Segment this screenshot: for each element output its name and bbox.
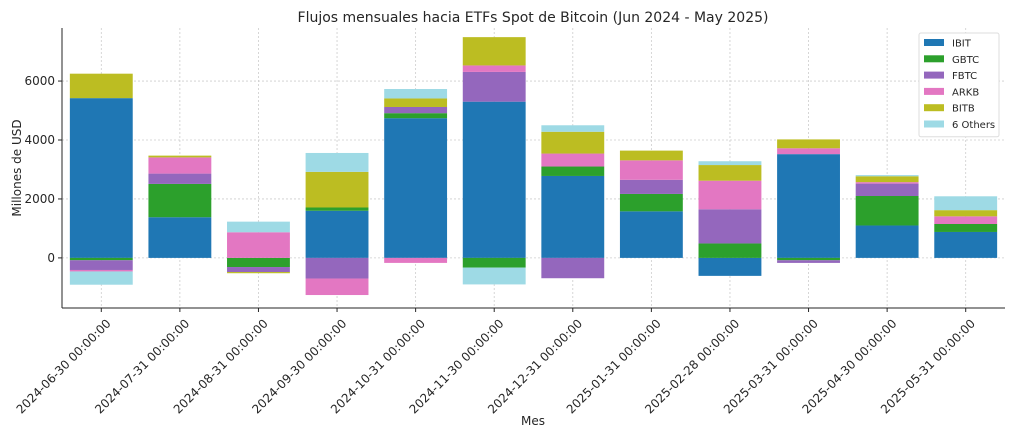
bar-segment (855, 225, 919, 258)
bar-segment (777, 260, 840, 263)
bar-segment (384, 257, 448, 263)
bar-segment (462, 267, 526, 285)
bar-segment (934, 210, 998, 217)
bar-segment (305, 257, 369, 279)
bar-segment (462, 257, 526, 268)
bar-segment (69, 257, 133, 261)
y-tick-label: 4000 (24, 133, 55, 147)
bar-segment (69, 98, 133, 258)
bar-segment (698, 180, 762, 210)
legend-swatch (924, 55, 944, 63)
bar-segment (462, 37, 526, 66)
legend-swatch (924, 120, 944, 128)
bar-segment (148, 183, 212, 218)
bar-segment (384, 98, 448, 107)
legend-label: IBIT (952, 39, 972, 50)
legend-swatch (924, 71, 944, 79)
bar-segment (541, 153, 605, 167)
legend-swatch (924, 39, 944, 46)
legend-swatch (924, 87, 944, 95)
y-tick-label: 2000 (24, 192, 55, 206)
bar-segment (855, 176, 919, 183)
bar-segment (619, 179, 683, 194)
bar-segment (148, 155, 212, 158)
axes (61, 28, 1005, 309)
bar-segment (148, 173, 212, 184)
bar-segment (934, 224, 998, 232)
bar-segment (619, 211, 683, 258)
bar-segment (698, 243, 762, 258)
bar-segment (384, 106, 448, 114)
bar-segment (934, 231, 998, 258)
bar-segment (934, 216, 998, 224)
bar-segment (541, 175, 605, 258)
bar-segment (541, 257, 605, 279)
legend-label: FBTC (952, 71, 977, 82)
chart-title: Flujos mensuales hacia ETFs Spot de Bitc… (298, 10, 769, 26)
bar-segment (148, 157, 212, 174)
bar-segment (305, 171, 369, 208)
bar-segment (462, 71, 526, 102)
bar-segment (777, 139, 840, 149)
legend-label: BITB (952, 104, 975, 115)
bar-segment (384, 89, 448, 99)
bar-segment (619, 193, 683, 212)
bar-segment (541, 125, 605, 132)
bar-segment (227, 221, 290, 233)
bar-segment (462, 101, 526, 258)
bar-segment (384, 113, 448, 119)
bar-segment (541, 166, 605, 176)
legend-swatch (924, 104, 944, 112)
bar-segment (69, 73, 133, 99)
bar-segment (698, 209, 762, 244)
legend-label: GBTC (952, 55, 979, 66)
bar-segment (777, 257, 840, 261)
bar-segment (227, 257, 290, 268)
x-axis-title: Mes (521, 414, 545, 428)
bar-segment (777, 148, 840, 155)
legend-label: 6 Others (952, 120, 995, 131)
legend-label: ARKB (952, 87, 979, 98)
bar-segment (855, 183, 919, 196)
bar-segment (305, 152, 369, 172)
bar-segment (462, 65, 526, 72)
legend: IBIT GBTC FBTC ARKB BITB 6 Others (918, 32, 1000, 138)
bar-segment (305, 207, 369, 211)
bar-segment (698, 165, 762, 181)
bar-segment (855, 182, 919, 184)
bar-segment (69, 271, 133, 285)
bar-segment (305, 210, 369, 258)
y-tick-labels: 0 2000 4000 6000 (24, 74, 62, 265)
bar-segment (777, 154, 840, 258)
bar-segment (148, 217, 212, 258)
bar-segment (69, 260, 133, 270)
bar-segment (305, 278, 369, 296)
y-tick-label: 6000 (24, 74, 55, 88)
bar-segment (69, 269, 133, 272)
bar-segment (384, 118, 448, 258)
bar-segment (855, 196, 919, 226)
y-axis-title: Millones de USD (10, 119, 24, 216)
bar-segment (619, 150, 683, 161)
bar-segment (855, 175, 919, 177)
y-tick-label: 0 (47, 251, 55, 265)
bar-segment (227, 232, 290, 258)
bar-segment (541, 131, 605, 154)
bar-segment (698, 161, 762, 166)
bar-segment (934, 196, 998, 211)
bar-segment (698, 257, 762, 276)
bar-segment (619, 160, 683, 180)
bar-segment (227, 272, 290, 274)
bars (69, 37, 998, 296)
bar-segment (227, 267, 290, 273)
